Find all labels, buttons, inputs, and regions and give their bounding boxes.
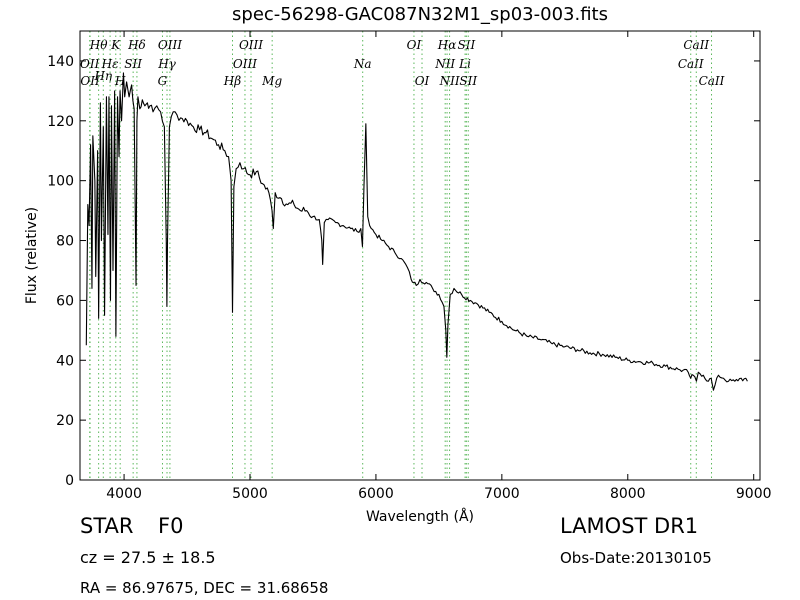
marker-label: SII <box>457 38 475 52</box>
y-tick-label: 100 <box>47 174 74 190</box>
marker-label: Na <box>353 57 372 71</box>
marker-label: CaII <box>678 57 704 71</box>
marker-label: NII <box>434 57 455 71</box>
marker-label: OIII <box>158 38 182 52</box>
x-tick-label: 7000 <box>484 486 520 502</box>
y-axis-label: Flux (relative) <box>24 207 40 304</box>
marker-label: Hε <box>101 57 119 71</box>
x-axis-label: Wavelength (Å) <box>366 508 474 525</box>
spectrum-series <box>85 72 748 391</box>
marker-label: CaII <box>683 38 709 52</box>
object-subclass: F0 <box>158 514 184 538</box>
marker-label: OI <box>407 38 422 52</box>
redshift-value: cz = 27.5 ± 18.5 <box>80 548 216 567</box>
line-markers: OIIOIIHθHηHεKHSIIHδGHγOIIIHβOIIIOIIIMgNa… <box>80 31 725 480</box>
x-tick-label: 5000 <box>232 486 268 502</box>
x-tick-label: 8000 <box>610 486 646 502</box>
x-tick-label: 4000 <box>106 486 142 502</box>
marker-label: OIII <box>239 38 263 52</box>
marker-label: Hγ <box>157 57 176 71</box>
marker-label: Mg <box>261 74 282 88</box>
marker-label: Hθ <box>89 38 108 52</box>
marker-label: SII <box>459 74 477 88</box>
marker-label: SII <box>124 57 142 71</box>
coordinates: RA = 86.97675, DEC = 31.68658 <box>80 579 329 597</box>
axes: 4000 5000 6000 7000 8000 9000 0 20 40 60 80 100 120 1… <box>24 30 772 525</box>
chart-title: spec-56298-GAC087N32M1_sp03-003.fits <box>232 4 608 25</box>
marker-label: OII <box>80 74 100 88</box>
y-tick-label: 120 <box>47 114 74 130</box>
object-class: STAR <box>80 514 134 538</box>
x-tick-label: 9000 <box>736 486 772 502</box>
marker-label: Hδ <box>127 38 146 52</box>
spectrum-line <box>85 72 748 391</box>
y-tick-label: 40 <box>56 353 74 369</box>
survey-name: LAMOST DR1 <box>560 514 699 538</box>
marker-label: CaII <box>699 74 725 88</box>
marker-label: Hα <box>437 38 457 52</box>
y-tick-label: 80 <box>56 234 74 250</box>
marker-label: OI <box>415 74 430 88</box>
marker-label: K <box>110 38 121 52</box>
marker-label: Hη <box>93 69 112 83</box>
y-tick-label: 20 <box>56 413 74 429</box>
plot-frame <box>79 30 761 481</box>
marker-label: NII <box>439 74 460 88</box>
marker-label: Hβ <box>223 74 241 88</box>
y-tick-label: 140 <box>47 54 74 70</box>
observation-date: Obs-Date:20130105 <box>560 549 712 567</box>
y-tick-label: 60 <box>56 293 74 309</box>
marker-label: Li <box>458 57 471 71</box>
marker-label: OIII <box>233 57 257 71</box>
marker-label: G <box>158 74 168 88</box>
x-tick-label: 6000 <box>358 486 394 502</box>
y-tick-label: 0 <box>65 473 74 489</box>
